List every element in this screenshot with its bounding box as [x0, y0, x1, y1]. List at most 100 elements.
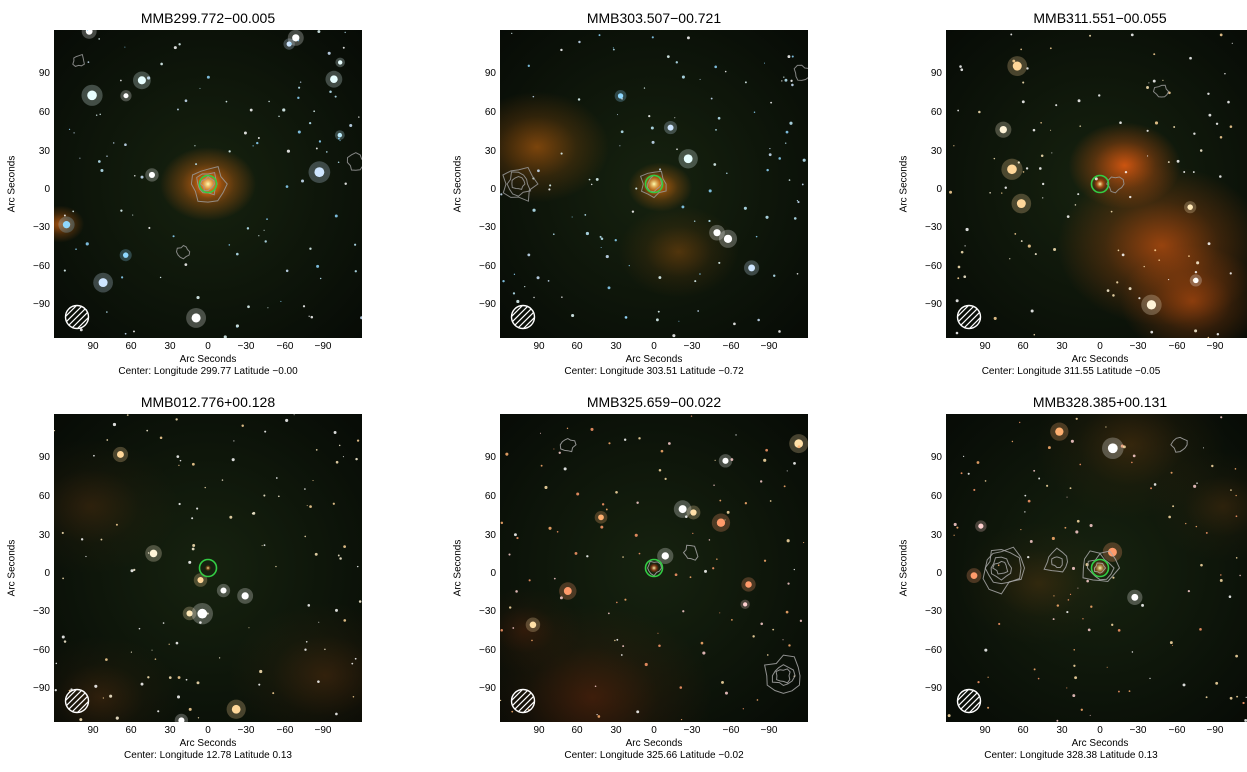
y-tick: −60 [925, 645, 942, 656]
y-tick: −90 [33, 683, 50, 694]
x-tick: 30 [164, 341, 176, 352]
y-tick: −90 [925, 683, 942, 694]
sky-field [500, 414, 808, 722]
y-tick: −60 [479, 645, 496, 656]
y-tick: 0 [936, 184, 942, 195]
y-tick: 90 [930, 452, 942, 463]
y-tick: 90 [484, 68, 496, 79]
y-tick: −30 [479, 222, 496, 233]
x-tick: 60 [571, 341, 583, 352]
y-axis-label: Arc Seconds [898, 155, 910, 213]
x-tick: 90 [979, 341, 991, 352]
x-tick: −60 [276, 725, 294, 736]
y-tick: −60 [33, 261, 50, 272]
y-tick: 60 [484, 491, 496, 502]
target-circle-icon [1090, 558, 1110, 578]
target-circle-icon [1090, 174, 1110, 194]
x-tick: −90 [1206, 341, 1224, 352]
y-tick: −30 [925, 222, 942, 233]
y-tick: 60 [930, 491, 942, 502]
x-tick: 0 [205, 725, 211, 736]
y-tick: 0 [44, 184, 50, 195]
panel-3: MMB311.551−00.055 Arc Seconds 90 60 30 0… [892, 8, 1247, 388]
x-tick: 60 [571, 725, 583, 736]
target-circle-icon [644, 558, 664, 578]
y-axis-label: Arc Seconds [6, 155, 18, 213]
y-tick: 60 [484, 107, 496, 118]
panel-caption: Center: Longitude 325.66 Latitude −0.02 [564, 750, 744, 761]
target-circle-icon [198, 558, 218, 578]
x-tick: −60 [1168, 341, 1186, 352]
sky-field [500, 30, 808, 338]
y-tick: −30 [33, 606, 50, 617]
beam-ellipse-icon [510, 688, 536, 714]
panel-caption: Center: Longitude 299.77 Latitude −0.00 [118, 366, 298, 377]
x-axis-label: Arc Seconds [179, 738, 237, 749]
y-tick: −90 [925, 299, 942, 310]
x-tick: −60 [1168, 725, 1186, 736]
x-tick: 90 [87, 725, 99, 736]
x-axis-label: Arc Seconds [625, 354, 683, 365]
y-tick: −90 [479, 299, 496, 310]
x-tick: −30 [1129, 725, 1147, 736]
y-tick: −60 [479, 261, 496, 272]
y-tick: 90 [484, 452, 496, 463]
x-tick: 0 [651, 341, 657, 352]
x-tick: 60 [1017, 341, 1029, 352]
panel-1: MMB299.772−00.005 Arc Seconds 90 60 30 0… [0, 8, 400, 388]
x-tick: −60 [722, 341, 740, 352]
y-tick: 30 [930, 146, 942, 157]
sky-image [946, 414, 1247, 722]
target-circle-icon [198, 174, 218, 194]
x-axis-label: Arc Seconds [1071, 354, 1129, 365]
y-tick: −60 [33, 645, 50, 656]
y-tick: 60 [38, 491, 50, 502]
x-axis-label: Arc Seconds [179, 354, 237, 365]
y-tick: 0 [936, 568, 942, 579]
x-tick: −90 [760, 725, 778, 736]
x-tick: 60 [125, 725, 137, 736]
x-tick: 0 [651, 725, 657, 736]
x-tick: 90 [87, 341, 99, 352]
x-tick: 90 [533, 725, 545, 736]
y-tick: 30 [38, 146, 50, 157]
x-tick: −90 [760, 341, 778, 352]
x-tick: 0 [1097, 725, 1103, 736]
y-tick: 0 [490, 184, 496, 195]
y-tick: 90 [38, 452, 50, 463]
y-tick: 0 [44, 568, 50, 579]
x-tick: 60 [125, 341, 137, 352]
x-tick: 30 [1056, 725, 1068, 736]
x-tick: −90 [1206, 725, 1224, 736]
y-axis-label: Arc Seconds [6, 539, 18, 597]
panel-6: MMB328.385+00.131 Arc Seconds 90 60 30 0… [892, 392, 1247, 772]
x-tick: −30 [237, 725, 255, 736]
y-axis-label: Arc Seconds [452, 155, 464, 213]
panel-2: MMB303.507−00.721 Arc Seconds 90 60 30 0… [446, 8, 846, 388]
panel-caption: Center: Longitude 12.78 Latitude 0.13 [124, 750, 292, 761]
panel-title: MMB303.507−00.721 [586, 10, 722, 26]
y-tick: 60 [930, 107, 942, 118]
y-tick: −30 [33, 222, 50, 233]
x-axis-label: Arc Seconds [1071, 738, 1129, 749]
panel-5: MMB325.659−00.022 Arc Seconds 90 60 30 0… [446, 392, 846, 772]
sky-image [54, 414, 362, 722]
panel-title: MMB328.385+00.131 [1032, 394, 1168, 410]
beam-ellipse-icon [956, 304, 982, 330]
y-tick: 90 [930, 68, 942, 79]
x-tick: 60 [1017, 725, 1029, 736]
panel-caption: Center: Longitude 328.38 Latitude 0.13 [984, 750, 1158, 761]
y-axis-label: Arc Seconds [452, 539, 464, 597]
panel-caption: Center: Longitude 311.55 Latitude −0.05 [981, 366, 1161, 377]
y-tick: 60 [38, 107, 50, 118]
x-tick: −60 [276, 341, 294, 352]
sky-field [54, 414, 362, 722]
y-tick: 30 [930, 530, 942, 541]
x-axis-label: Arc Seconds [625, 738, 683, 749]
sky-image [500, 30, 808, 338]
beam-ellipse-icon [64, 304, 90, 330]
panel-title: MMB325.659−00.022 [586, 394, 722, 410]
x-tick: 30 [1056, 341, 1068, 352]
target-circle-icon [644, 174, 664, 194]
y-tick: −90 [33, 299, 50, 310]
